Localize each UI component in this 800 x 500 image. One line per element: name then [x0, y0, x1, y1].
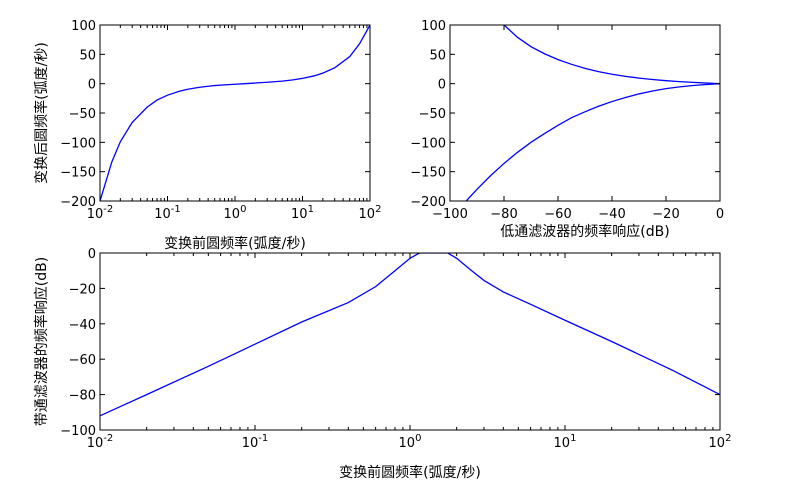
x-tick-label-exponent: 2 — [725, 433, 731, 444]
x-tick-label-base: 10 — [709, 436, 726, 451]
axes-frame — [99, 24, 371, 202]
y-tick-label: −100 — [60, 136, 96, 151]
series-line-1 — [503, 25, 720, 85]
axes-frame — [449, 24, 721, 202]
y-tick-label: −150 — [60, 166, 96, 181]
x-tick-label-exponent: 1 — [570, 433, 576, 444]
x-tick-label-base: 10 — [87, 436, 104, 451]
y-tick-label: −80 — [69, 389, 96, 404]
y-tick-label: 100 — [71, 19, 96, 34]
x-tick-label-exponent: -2 — [103, 204, 113, 215]
plot-area — [100, 25, 370, 201]
series-line-1 — [100, 25, 370, 201]
y-tick-label: −100 — [60, 424, 96, 439]
x-tick-label: 101 — [291, 204, 314, 222]
axes-frame — [99, 252, 721, 431]
x-tick-label: 100 — [399, 433, 422, 451]
x-tick-label-exponent: -1 — [258, 433, 268, 444]
y-tick-label: 50 — [79, 48, 96, 63]
x-tick-label-base: 10 — [359, 207, 376, 222]
x-tick-label: −80 — [490, 207, 517, 222]
y-tick-label: −20 — [69, 282, 96, 297]
x-tick-label-exponent: 1 — [308, 204, 314, 215]
series-line-2 — [465, 83, 720, 201]
y-tick-label: −150 — [410, 166, 446, 181]
y-axis-label: 变换后圆频率(弧度/秒) — [33, 42, 50, 184]
x-tick-label: −20 — [652, 207, 679, 222]
x-tick-label-base: 10 — [87, 207, 104, 222]
x-axis-label: 低通滤波器的频率响应(dB) — [500, 223, 669, 240]
x-tick-label: 102 — [709, 433, 732, 451]
top-left-chart: 10-2 10-1 100 101 102100500−50−100−150−200变换… — [33, 19, 381, 252]
x-tick-label-base: 10 — [154, 207, 171, 222]
x-tick-label-base: 10 — [399, 436, 416, 451]
top-right-chart: −100 −80 −60 −40 −20 0100500−50−100−150−200低通… — [410, 19, 724, 240]
x-tick-label: 100 — [224, 204, 247, 222]
y-tick-label: −50 — [419, 107, 446, 122]
y-tick-label: −100 — [410, 136, 446, 151]
x-tick-label: −100 — [432, 207, 468, 222]
bottom-chart: 10-2 10-1 100 101 1020−20−40−60−80−100变换前圆频率… — [33, 247, 731, 481]
y-tick-label: 0 — [88, 247, 96, 262]
x-tick-label: 102 — [359, 204, 382, 222]
x-tick-label: 10-1 — [154, 204, 181, 222]
x-tick-label-base: 10 — [224, 207, 241, 222]
plot-area — [465, 25, 720, 201]
x-tick-label-exponent: -1 — [171, 204, 181, 215]
y-tick-label: −60 — [69, 353, 96, 368]
y-tick-label: 50 — [429, 48, 446, 63]
x-tick-label: 10-2 — [87, 433, 114, 451]
x-tick-label: 0 — [716, 207, 724, 222]
x-tick-label: −60 — [544, 207, 571, 222]
x-axis-label: 变换前圆频率(弧度/秒) — [164, 235, 306, 252]
x-tick-label-exponent: 2 — [375, 204, 381, 215]
x-tick-label-exponent: 0 — [240, 204, 246, 215]
y-axis-label: 带通滤波器的频率响应(dB) — [33, 257, 50, 426]
y-tick-label: −200 — [60, 195, 96, 210]
x-tick-label-exponent: 0 — [415, 433, 421, 444]
x-tick-label-base: 10 — [291, 207, 308, 222]
x-tick-label: −40 — [598, 207, 625, 222]
series-line-1 — [100, 253, 720, 417]
x-tick-label-base: 10 — [242, 436, 259, 451]
x-tick-label: 10-2 — [87, 204, 114, 222]
x-tick-label-base: 10 — [554, 436, 571, 451]
y-tick-label: 0 — [438, 78, 446, 93]
y-tick-label: −50 — [69, 107, 96, 122]
x-tick-label: 101 — [554, 433, 577, 451]
y-tick-label: −40 — [69, 318, 96, 333]
y-tick-label: −200 — [410, 195, 446, 210]
plot-area — [100, 253, 720, 417]
y-tick-label: 100 — [421, 19, 446, 34]
x-axis-label: 变换前圆频率(弧度/秒) — [339, 464, 481, 481]
x-tick-label: 10-1 — [242, 433, 269, 451]
y-tick-label: 0 — [88, 78, 96, 93]
x-tick-label-exponent: -2 — [103, 433, 113, 444]
